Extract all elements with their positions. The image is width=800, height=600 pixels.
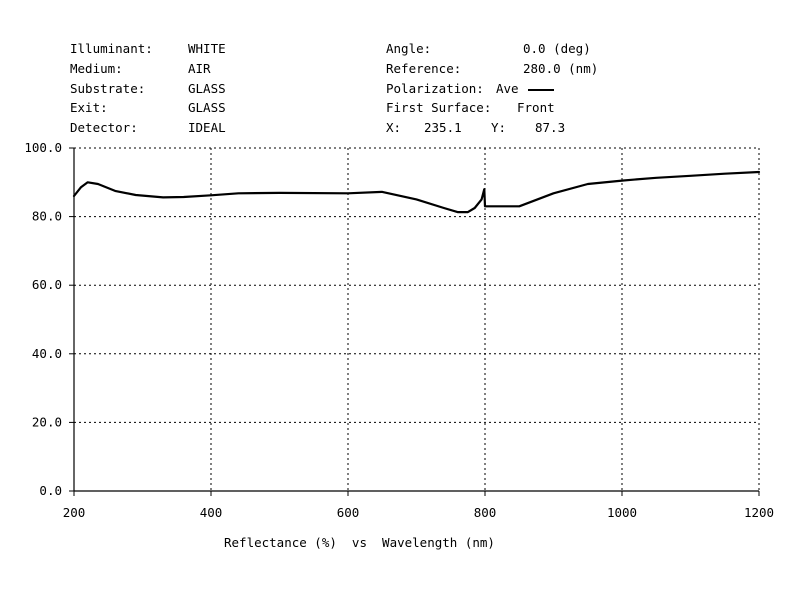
y-tick-label: 100.0 [24,140,62,155]
x-axis-title: Reflectance (%) vs Wavelength (nm) [224,535,495,550]
angle-value: 0.0 (deg) [523,41,591,56]
polarization-legend-line [528,89,554,91]
reference-value: 280.0 (nm) [523,61,599,76]
x-tick-label: 1200 [744,505,774,520]
medium-label: Medium: [70,61,123,76]
y-tick-label: 20.0 [32,414,62,429]
angle-label: Angle: [386,41,432,56]
series-line-ave[interactable] [72,170,761,214]
illuminant-value: WHITE [188,41,226,56]
x-tick-label: 800 [474,505,497,520]
axis-layer [69,147,760,496]
medium-value: AIR [188,61,211,76]
exit-value: GLASS [188,100,226,115]
x-tick-label: 1000 [607,505,637,520]
polarization-value: Ave [496,81,519,96]
cursor-y-value: 87.3 [535,120,566,135]
series-layer [72,170,761,214]
detector-label: Detector: [70,120,138,135]
y-tick-label: 80.0 [32,209,62,224]
exit-label: Exit: [70,100,108,115]
cursor-y-label: Y: [491,120,507,135]
first-surface-value: Front [517,100,555,115]
x-tick-label: 400 [200,505,223,520]
reference-label: Reference: [386,61,462,76]
cursor-x-label: X: [386,120,402,135]
polarization-label: Polarization: [386,81,484,96]
cursor-x-value: 235.1 [424,120,462,135]
detector-value: IDEAL [188,120,226,135]
y-tick-label: 0.0 [39,483,62,498]
substrate-label: Substrate: [70,81,146,96]
tick-labels: 0.0 20.0 40.0 60.0 80.0 100.0 200 400 600 800 1000… [24,140,774,520]
x-tick-label: 200 [63,505,86,520]
y-tick-label: 60.0 [32,277,62,292]
y-tick-label: 40.0 [32,346,62,361]
grid-layer [74,148,759,491]
illuminant-label: Illuminant: [70,41,153,56]
first-surface-label: First Surface: [386,100,492,115]
substrate-value: GLASS [188,81,226,96]
x-tick-label: 600 [337,505,360,520]
